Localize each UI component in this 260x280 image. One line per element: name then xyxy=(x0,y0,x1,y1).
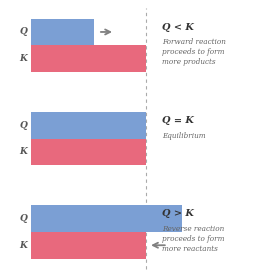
Text: K: K xyxy=(20,54,27,63)
Text: Equilibrium: Equilibrium xyxy=(162,132,206,140)
Text: Forward reaction
proceeds to form
more products: Forward reaction proceeds to form more p… xyxy=(162,38,226,66)
Text: Q: Q xyxy=(20,214,27,223)
Text: K: K xyxy=(20,147,27,157)
Text: Q > K: Q > K xyxy=(162,209,194,218)
Bar xyxy=(31,205,182,232)
Text: Q: Q xyxy=(20,121,27,130)
Text: Q: Q xyxy=(20,27,27,36)
Text: K: K xyxy=(20,241,27,250)
Bar xyxy=(31,232,146,258)
Bar xyxy=(31,19,94,45)
Bar xyxy=(31,45,146,72)
Text: Q < K: Q < K xyxy=(162,23,194,32)
Text: Reverse reaction
proceeds to form
more reactants: Reverse reaction proceeds to form more r… xyxy=(162,225,225,253)
Text: Q = K: Q = K xyxy=(162,116,194,125)
Bar xyxy=(31,112,146,139)
Bar xyxy=(31,139,146,165)
